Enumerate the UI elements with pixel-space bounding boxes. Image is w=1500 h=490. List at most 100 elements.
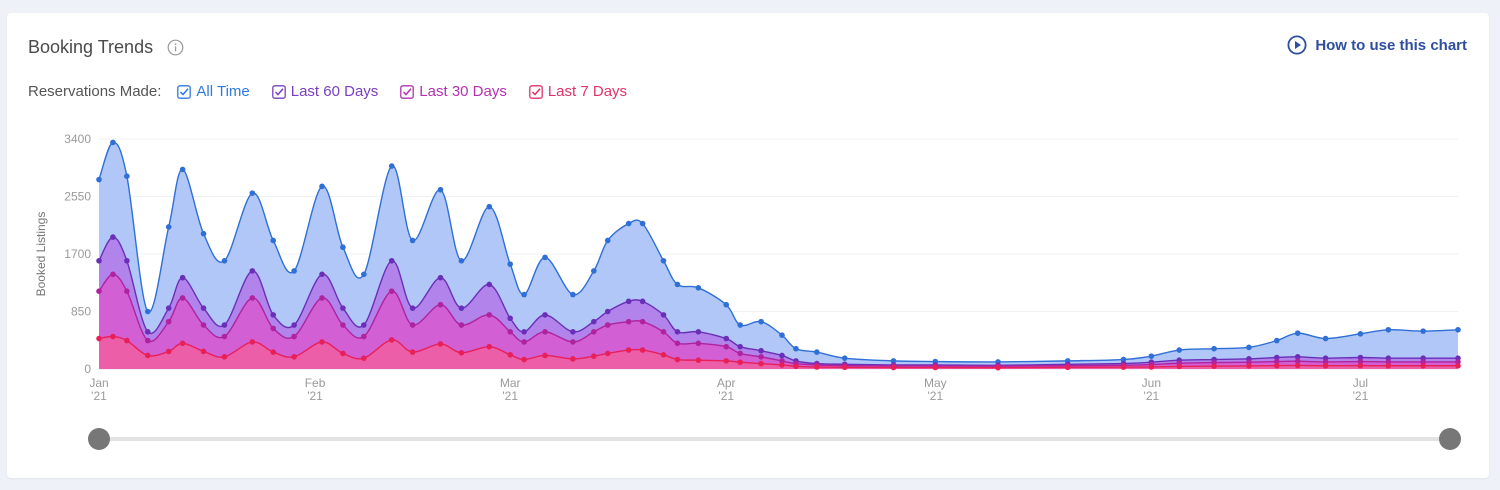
data-point (814, 364, 820, 370)
data-point (758, 354, 764, 360)
data-point (1064, 364, 1071, 371)
data-point (570, 356, 576, 362)
data-point (1176, 363, 1183, 370)
data-point (340, 244, 346, 251)
data-point (144, 308, 151, 315)
data-point (319, 271, 325, 278)
data-point (1246, 344, 1252, 351)
filter-last-60-days[interactable]: Last 60 Days (271, 83, 378, 100)
data-point (165, 224, 172, 230)
data-point (723, 343, 730, 350)
x-tick-year-label: '21 (1144, 389, 1160, 403)
data-point (249, 268, 256, 274)
data-point (723, 358, 730, 364)
filters-label: Reservations Made: (28, 83, 162, 100)
x-tick-label: Apr (717, 376, 736, 390)
data-point (1274, 362, 1280, 369)
data-point (639, 298, 646, 305)
data-point (1385, 362, 1392, 369)
y-tick-label: 3400 (64, 132, 91, 146)
how-to-use-link[interactable]: How to use this chart (1287, 35, 1467, 55)
slider-end-handle[interactable] (1439, 428, 1461, 450)
checkbox-icon[interactable] (528, 84, 543, 99)
data-point (1322, 335, 1329, 342)
data-point (1385, 359, 1392, 365)
reservations-filter-bar: Reservations Made: All Time Last 60 Days L… (28, 83, 649, 100)
x-tick-year-label: '21 (1353, 389, 1369, 403)
data-point (591, 318, 597, 325)
data-point (1322, 359, 1329, 365)
data-point (437, 301, 444, 308)
data-point (660, 351, 667, 358)
slider-start-handle[interactable] (88, 428, 110, 450)
data-point (570, 328, 576, 335)
x-tick-label: Mar (500, 376, 521, 390)
data-point (1274, 354, 1280, 361)
checkbox-icon[interactable] (271, 84, 286, 99)
data-point (110, 333, 116, 340)
data-point (1274, 358, 1280, 365)
data-point (1455, 362, 1461, 369)
data-point (200, 348, 207, 355)
data-point (221, 333, 228, 340)
data-point (124, 288, 130, 295)
data-point (841, 364, 848, 371)
data-point (758, 318, 764, 325)
data-point (793, 345, 799, 352)
y-tick-label: 850 (71, 305, 91, 319)
data-point (521, 291, 527, 298)
data-point (179, 295, 186, 301)
data-point (779, 362, 785, 368)
data-point (779, 352, 785, 359)
data-point (340, 322, 346, 328)
data-point (591, 353, 597, 359)
data-point (1357, 362, 1364, 369)
date-range-slider-track[interactable] (92, 437, 1450, 441)
data-point (1246, 363, 1252, 369)
info-icon[interactable] (167, 39, 184, 56)
data-point (890, 358, 897, 364)
data-point (570, 291, 576, 298)
data-point (291, 354, 297, 360)
play-circle-icon (1287, 35, 1307, 55)
data-point (1120, 356, 1127, 363)
data-point (639, 347, 646, 353)
data-point (674, 281, 681, 288)
data-point (1294, 362, 1301, 369)
data-point (486, 312, 493, 318)
data-point (758, 360, 764, 367)
x-tick-year-label: '21 (307, 389, 323, 403)
data-point (165, 305, 172, 311)
data-point (1148, 364, 1155, 370)
filter-all-time[interactable]: All Time (177, 83, 250, 100)
data-point (1176, 347, 1183, 353)
data-point (96, 288, 102, 295)
data-point (625, 347, 632, 353)
filter-last-30-days[interactable]: Last 30 Days (400, 83, 507, 100)
checkbox-icon[interactable] (400, 84, 415, 99)
data-point (507, 315, 513, 322)
data-point (165, 318, 172, 325)
filter-label: All Time (196, 83, 250, 100)
checkbox-icon[interactable] (177, 84, 192, 99)
data-point (409, 305, 416, 311)
data-point (179, 166, 186, 173)
data-point (458, 305, 465, 311)
data-point (625, 220, 632, 227)
data-point (695, 357, 702, 364)
data-point (793, 363, 799, 370)
data-point (221, 354, 228, 360)
filter-last-7-days[interactable]: Last 7 Days (528, 83, 627, 100)
data-point (458, 257, 465, 264)
data-point (507, 328, 513, 335)
data-point (486, 343, 493, 350)
data-point (110, 139, 116, 146)
data-point (124, 337, 130, 344)
chart-title: Booking Trends (28, 37, 154, 57)
data-point (291, 322, 297, 328)
data-point (1420, 328, 1426, 334)
data-point (270, 312, 277, 318)
x-tick-label: Jan (89, 376, 108, 390)
data-point (96, 176, 102, 183)
